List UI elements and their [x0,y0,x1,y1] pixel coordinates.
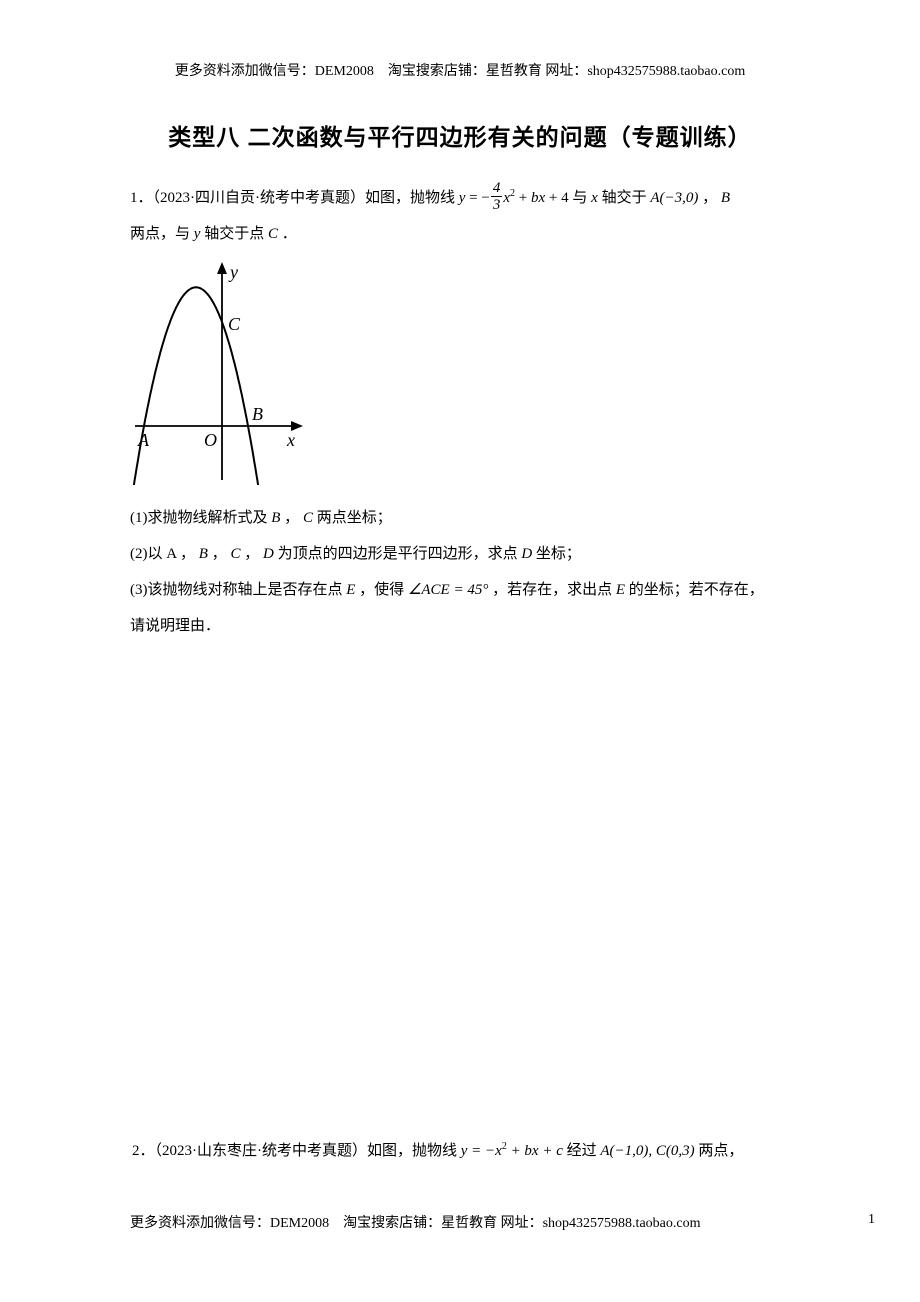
math-x: x [503,190,510,206]
svg-text:y: y [228,262,238,282]
q2-C: C [230,546,240,562]
diagram-svg: y x A O B C [130,260,305,485]
p1-prefix: 1．（2023·四川自贡·统考中考真题）如图，抛物线 [130,190,459,206]
footer-page-number: 1 [868,1212,875,1232]
q2e: 坐标； [532,546,581,562]
p1-tail: ， [698,190,721,206]
page-title: 类型八 二次函数与平行四边形有关的问题（专题训练） [130,118,790,152]
question-2: (2)以 A ， B ， C ， D 为顶点的四边形是平行四边形，求点 D 坐标… [130,536,790,572]
page-footer: 更多资料添加微信号：DEM2008 淘宝搜索店铺：星哲教育 网址：shop432… [130,1212,875,1232]
q3b: ，使得 [355,582,408,598]
p1-after-x: 轴交于 [598,190,651,206]
q2d: 为顶点的四边形是平行四边形，求点 [274,546,522,562]
question-3: (3)该抛物线对称轴上是否存在点 E ，使得 ∠ACE = 45° ，若存在，求… [130,572,790,608]
svg-text:B: B [252,404,263,424]
question-3-cont: 请说明理由． [130,608,790,644]
problem-1-stem: 1．（2023·四川自贡·统考中考真题）如图，抛物线 y = −43x2 + b… [130,180,790,216]
letter-C: C [268,226,278,242]
problem-1-stem-line2: 两点，与 y 轴交于点 C ． [130,216,790,252]
p2-prefix: 2．（2023·山东枣庄·统考中考真题）如图，抛物线 [132,1143,461,1159]
q2c: ， [240,546,263,562]
q3c: ，若存在，求出点 [488,582,616,598]
math-bx: bx [531,190,545,206]
p2-eq: y = −x [461,1143,502,1159]
q2b: ， [208,546,231,562]
svg-text:O: O [204,430,217,450]
letter-B: B [721,190,730,206]
q1c: 两点坐标； [313,510,392,526]
q2a: (2)以 A ， [130,546,199,562]
q2-B: B [199,546,208,562]
q1-C: C [303,510,313,526]
l2b: 轴交于点 [200,226,268,242]
p2-after-eq: 经过 [563,1143,601,1159]
question-1: (1)求抛物线解析式及 B ， C 两点坐标； [130,500,790,536]
p2-tail: 两点， [695,1143,744,1159]
footer-text: 更多资料添加微信号：DEM2008 淘宝搜索店铺：星哲教育 网址：shop432… [130,1212,700,1232]
q1b: ， [280,510,303,526]
q1a: (1)求抛物线解析式及 [130,510,271,526]
svg-text:x: x [286,430,295,450]
p2-points: A(−1,0), C(0,3) [600,1143,694,1159]
svg-text:C: C [228,314,241,334]
q3a: (3)该抛物线对称轴上是否存在点 [130,582,346,598]
math-x2: x [591,190,598,206]
q3e: 请说明理由． [130,618,220,634]
l2end: ． [278,226,297,242]
q2-D2: D [521,546,532,562]
fraction-4-3: 43 [491,180,503,214]
q3d: 的坐标；若不存在， [625,582,764,598]
math-y: y [459,190,466,206]
q2-D: D [263,546,274,562]
q3-angle: ∠ACE = 45° [408,582,488,598]
q3-E2: E [616,582,625,598]
parabola-diagram: y x A O B C [130,260,790,490]
l2a: 两点，与 [130,226,194,242]
svg-text:A: A [137,430,150,450]
page-header: 更多资料添加微信号：DEM2008 淘宝搜索店铺：星哲教育 网址：shop432… [130,60,790,80]
p1-after-eq: 与 [569,190,592,206]
point-A: A(−3,0) [650,190,698,206]
problem-2-stem: 2．（2023·山东枣庄·统考中考真题）如图，抛物线 y = −x2 + bx … [132,1136,790,1166]
p2-bxc: + bx + c [507,1143,563,1159]
exponent-2: 2 [510,188,515,199]
plus4: + 4 [545,190,568,206]
